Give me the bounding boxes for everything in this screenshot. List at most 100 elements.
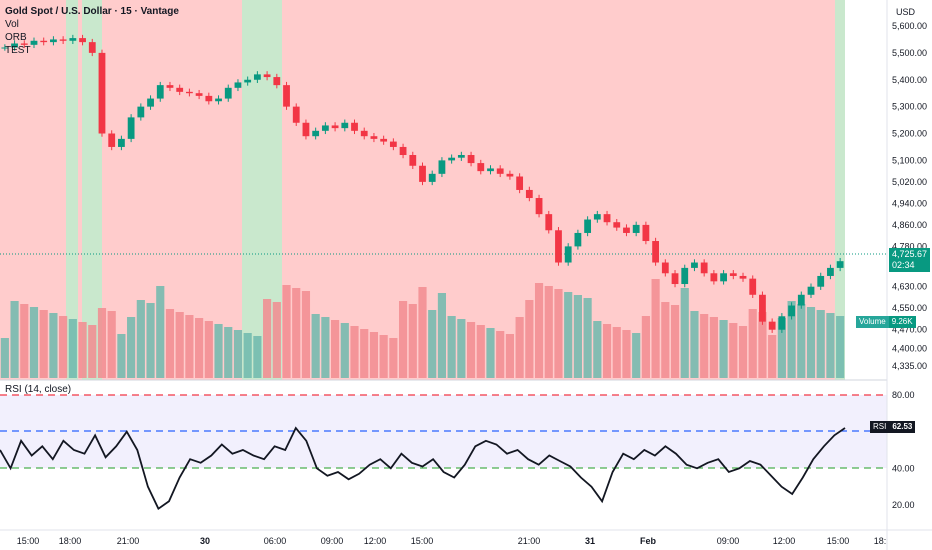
candle-body xyxy=(681,267,689,285)
candle-body xyxy=(360,130,368,137)
candle-body xyxy=(768,321,776,330)
volume-bar xyxy=(49,313,58,378)
price-tick-label: 5,020.00 xyxy=(892,177,927,187)
volume-bar xyxy=(787,301,796,378)
price-tick-label: 4,630.00 xyxy=(892,282,927,292)
bull-zone xyxy=(835,0,845,380)
volume-bar xyxy=(612,327,621,378)
candle-body xyxy=(176,87,184,92)
candle-body xyxy=(438,160,446,174)
price-tick-label: 4,780.00 xyxy=(892,241,927,251)
candle-body xyxy=(341,122,349,129)
candle-body xyxy=(380,138,388,142)
volume-bar xyxy=(263,299,272,378)
price-tick-label: 4,470.00 xyxy=(892,325,927,335)
volume-bar xyxy=(10,301,19,378)
volume-bar xyxy=(418,287,427,378)
currency-label[interactable]: USD xyxy=(896,7,916,17)
price-tick-label: 4,940.00 xyxy=(892,198,927,208)
volume-bar xyxy=(826,313,835,378)
volume-bar xyxy=(379,335,388,378)
volume-bar xyxy=(350,326,359,378)
candle-body xyxy=(321,125,329,131)
candle-body xyxy=(312,130,320,137)
candle-body xyxy=(253,74,261,80)
time-tick-label: 21:00 xyxy=(518,536,541,546)
volume-bar xyxy=(525,300,534,378)
price-tick-label: 5,500.00 xyxy=(892,48,927,58)
candle-body xyxy=(555,230,562,263)
indicator-test[interactable]: TEST xyxy=(5,45,31,56)
candle-body xyxy=(623,227,630,233)
candle-body xyxy=(234,82,242,88)
volume-bar xyxy=(816,310,825,378)
candle-body xyxy=(147,98,154,107)
candle-body xyxy=(652,241,660,263)
candles[interactable] xyxy=(1,34,844,333)
candle-body xyxy=(263,74,271,78)
candle-body xyxy=(127,117,135,139)
candle-body xyxy=(739,275,747,279)
volume-bar xyxy=(29,307,39,378)
time-axis[interactable]: 15:00 18:00 21:00 30 06:00 09:00 12:00 15:00 21:… xyxy=(17,536,887,546)
volume-bar xyxy=(738,326,748,378)
candle-body xyxy=(759,294,766,322)
rsi-tick-label: 80.00 xyxy=(892,390,915,400)
candle-body xyxy=(720,273,727,282)
volume-bar xyxy=(554,289,563,378)
candle-body xyxy=(370,136,378,139)
candle-body xyxy=(584,219,592,233)
time-tick-label: 18:00 xyxy=(59,536,82,546)
volume-bar xyxy=(632,333,641,378)
candle-body xyxy=(545,214,553,231)
volume-bar xyxy=(719,320,728,378)
rsi-line xyxy=(0,426,846,511)
volume-bar xyxy=(59,316,68,378)
volume-bar xyxy=(340,323,349,378)
candle-body xyxy=(409,155,417,166)
volume-bar xyxy=(272,302,281,378)
volume-bar xyxy=(282,285,291,378)
volume-bar xyxy=(437,293,447,378)
volume-bar xyxy=(243,333,252,378)
candle-body xyxy=(836,261,844,268)
volume-bar xyxy=(117,334,126,378)
candle-body xyxy=(244,79,252,83)
volume-badge: Volume 9.26K xyxy=(856,316,916,328)
volume-bar xyxy=(398,301,408,378)
candle-body xyxy=(797,294,805,306)
volume-bar xyxy=(20,304,29,378)
chart-legend[interactable]: Gold Spot / U.S. Dollar · 15 · Vantage V… xyxy=(5,5,179,57)
symbol-title[interactable]: Gold Spot / U.S. Dollar · 15 · Vantage xyxy=(5,6,179,17)
price-tick-label: 5,600.00 xyxy=(892,21,927,31)
candle-body xyxy=(59,39,67,41)
volume-bar xyxy=(195,318,204,378)
candle-body xyxy=(525,189,533,199)
bull-zone xyxy=(82,0,102,380)
volume-bar xyxy=(224,327,233,378)
candle-body xyxy=(661,262,669,274)
volume-bar xyxy=(777,318,786,378)
time-tick-label: 12:00 xyxy=(364,536,387,546)
volume-bar xyxy=(331,320,340,378)
candle-body xyxy=(79,38,86,43)
volume-bar xyxy=(602,324,612,378)
volume-bar xyxy=(97,308,107,378)
candle-body xyxy=(710,273,718,282)
price-axis[interactable]: 5,600.00 5,500.00 5,400.00 5,300.00 5,200.00… xyxy=(892,21,927,371)
indicator-orb[interactable]: ORB xyxy=(5,32,27,43)
candle-body xyxy=(166,85,174,88)
candle-body xyxy=(671,273,679,285)
last-price-value: 4,725.67 xyxy=(892,249,928,259)
volume-bar xyxy=(369,332,379,378)
indicator-vol[interactable]: Vol xyxy=(5,19,19,30)
volume-bar xyxy=(156,286,165,378)
rsi-axis[interactable]: 80.00 40.00 20.00 xyxy=(892,390,915,510)
last-price-badge: 4,725.67 02:34 xyxy=(889,248,930,272)
candle-body xyxy=(749,278,757,295)
price-tick-label: 4,550.00 xyxy=(892,303,927,313)
candle-body xyxy=(613,222,621,228)
rsi-legend[interactable]: RSI (14, close) xyxy=(5,384,72,395)
price-tick-label: 5,100.00 xyxy=(892,155,927,165)
